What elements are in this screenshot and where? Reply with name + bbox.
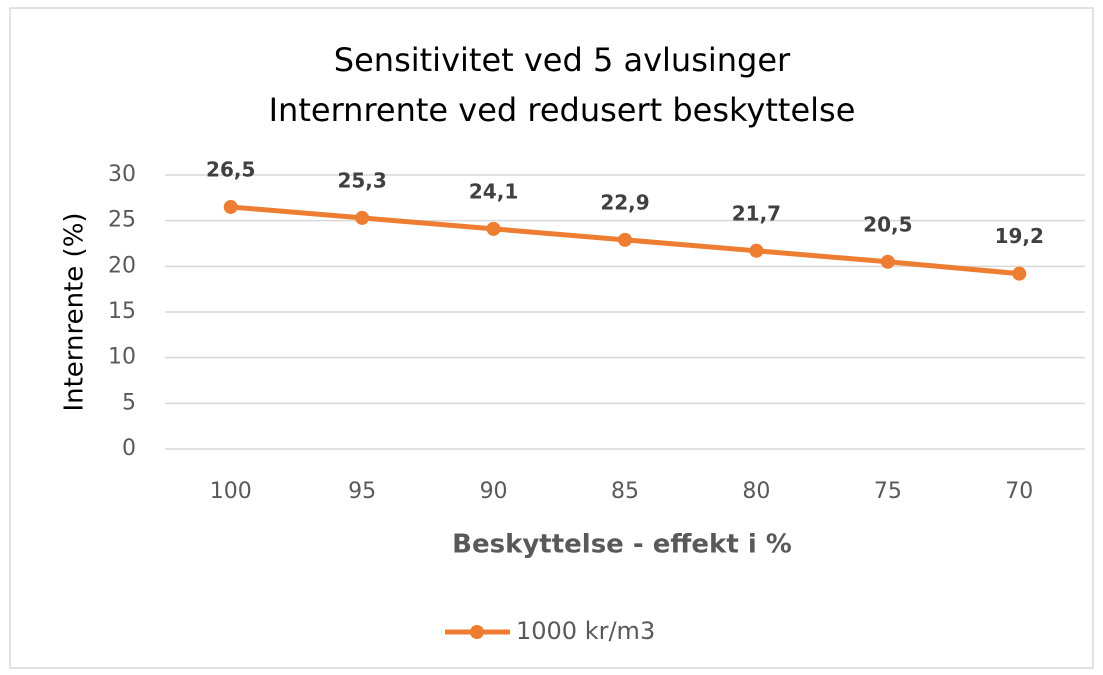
data-point bbox=[880, 254, 895, 269]
x-tick-label: 75 bbox=[874, 479, 902, 504]
chart-subtitle: Internrente ved redusert beskyttelse bbox=[269, 91, 856, 129]
x-tick-label: 100 bbox=[210, 479, 252, 504]
data-point bbox=[355, 210, 370, 225]
x-tick-label: 70 bbox=[1005, 479, 1033, 504]
data-label: 26,5 bbox=[206, 157, 255, 181]
x-tick-label: 80 bbox=[742, 479, 770, 504]
y-tick-label: 0 bbox=[122, 436, 136, 461]
data-point bbox=[223, 199, 238, 214]
data-label: 22,9 bbox=[600, 190, 649, 214]
y-tick-label: 15 bbox=[108, 299, 136, 324]
data-point bbox=[749, 243, 764, 258]
data-point bbox=[486, 221, 501, 236]
y-tick-label: 25 bbox=[108, 208, 136, 233]
y-tick-label: 30 bbox=[108, 162, 136, 187]
legend-label: 1000 kr/m3 bbox=[516, 617, 655, 645]
y-tick-label: 5 bbox=[122, 390, 136, 415]
data-point bbox=[618, 232, 632, 247]
y-tick-label: 10 bbox=[108, 345, 136, 370]
data-point bbox=[1012, 266, 1027, 281]
data-label: 25,3 bbox=[337, 168, 386, 192]
chart-frame bbox=[9, 7, 1094, 669]
y-tick-label: 20 bbox=[108, 253, 136, 278]
x-tick-label: 85 bbox=[611, 479, 639, 504]
x-tick-label: 90 bbox=[480, 479, 508, 504]
data-label: 20,5 bbox=[863, 212, 912, 236]
data-label: 21,7 bbox=[732, 201, 781, 225]
y-axis-title: Internrente (%) bbox=[60, 212, 90, 411]
x-axis-title: Beskyttelse - effekt i % bbox=[452, 530, 792, 560]
data-label: 24,1 bbox=[469, 179, 518, 203]
chart-title: Sensitivitet ved 5 avlusinger bbox=[334, 41, 791, 79]
legend-marker bbox=[470, 625, 484, 639]
data-label: 19,2 bbox=[995, 224, 1044, 248]
x-tick-label: 95 bbox=[348, 479, 376, 504]
